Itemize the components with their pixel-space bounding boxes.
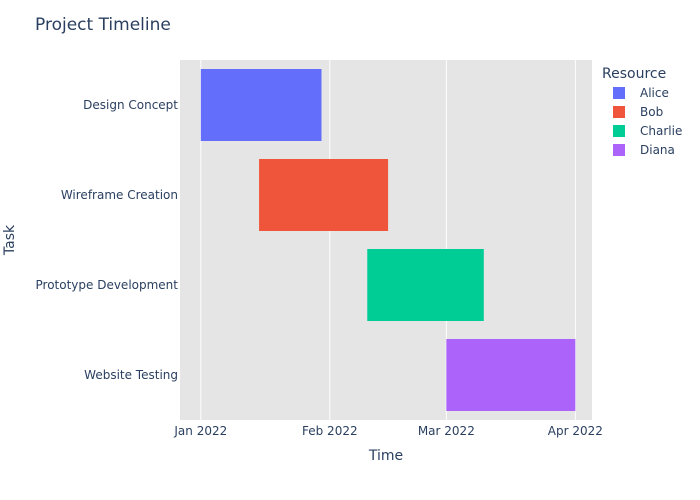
y-tick-label: Wireframe Creation	[61, 188, 178, 202]
y-tick-label: Website Testing	[84, 368, 178, 382]
task-bars	[200, 69, 576, 411]
legend-items: Alice Bob Charlie Diana	[613, 86, 682, 157]
task-bar[interactable]	[367, 249, 484, 321]
legend-swatch[interactable]	[613, 106, 625, 118]
y-axis-title: Task	[2, 224, 18, 256]
x-tick-label: Apr 2022	[548, 424, 603, 438]
x-axis-ticks: Jan 2022 Feb 2022 Mar 2022 Apr 2022	[173, 424, 603, 438]
legend-title: Resource	[602, 66, 666, 82]
task-bar[interactable]	[200, 69, 322, 141]
x-axis-title: Time	[368, 448, 403, 464]
x-tick-label: Feb 2022	[302, 424, 358, 438]
x-tick-label: Jan 2022	[173, 424, 227, 438]
chart-title: Project Timeline	[35, 15, 171, 35]
y-tick-label: Design Concept	[83, 98, 178, 112]
x-tick-label: Mar 2022	[418, 424, 475, 438]
task-bar[interactable]	[259, 159, 389, 231]
legend: Resource Alice Bob Charlie Diana	[602, 66, 682, 157]
legend-swatch[interactable]	[613, 144, 625, 156]
legend-swatch[interactable]	[613, 125, 625, 137]
legend-label[interactable]: Alice	[640, 86, 669, 100]
legend-label[interactable]: Charlie	[640, 124, 682, 138]
task-bar[interactable]	[446, 339, 576, 411]
y-axis-ticks: Design Concept Wireframe Creation Prototyp…	[36, 98, 179, 382]
y-tick-label: Prototype Development	[36, 278, 179, 292]
legend-label[interactable]: Bob	[640, 105, 663, 119]
legend-swatch[interactable]	[613, 87, 625, 99]
legend-label[interactable]: Diana	[640, 143, 675, 157]
